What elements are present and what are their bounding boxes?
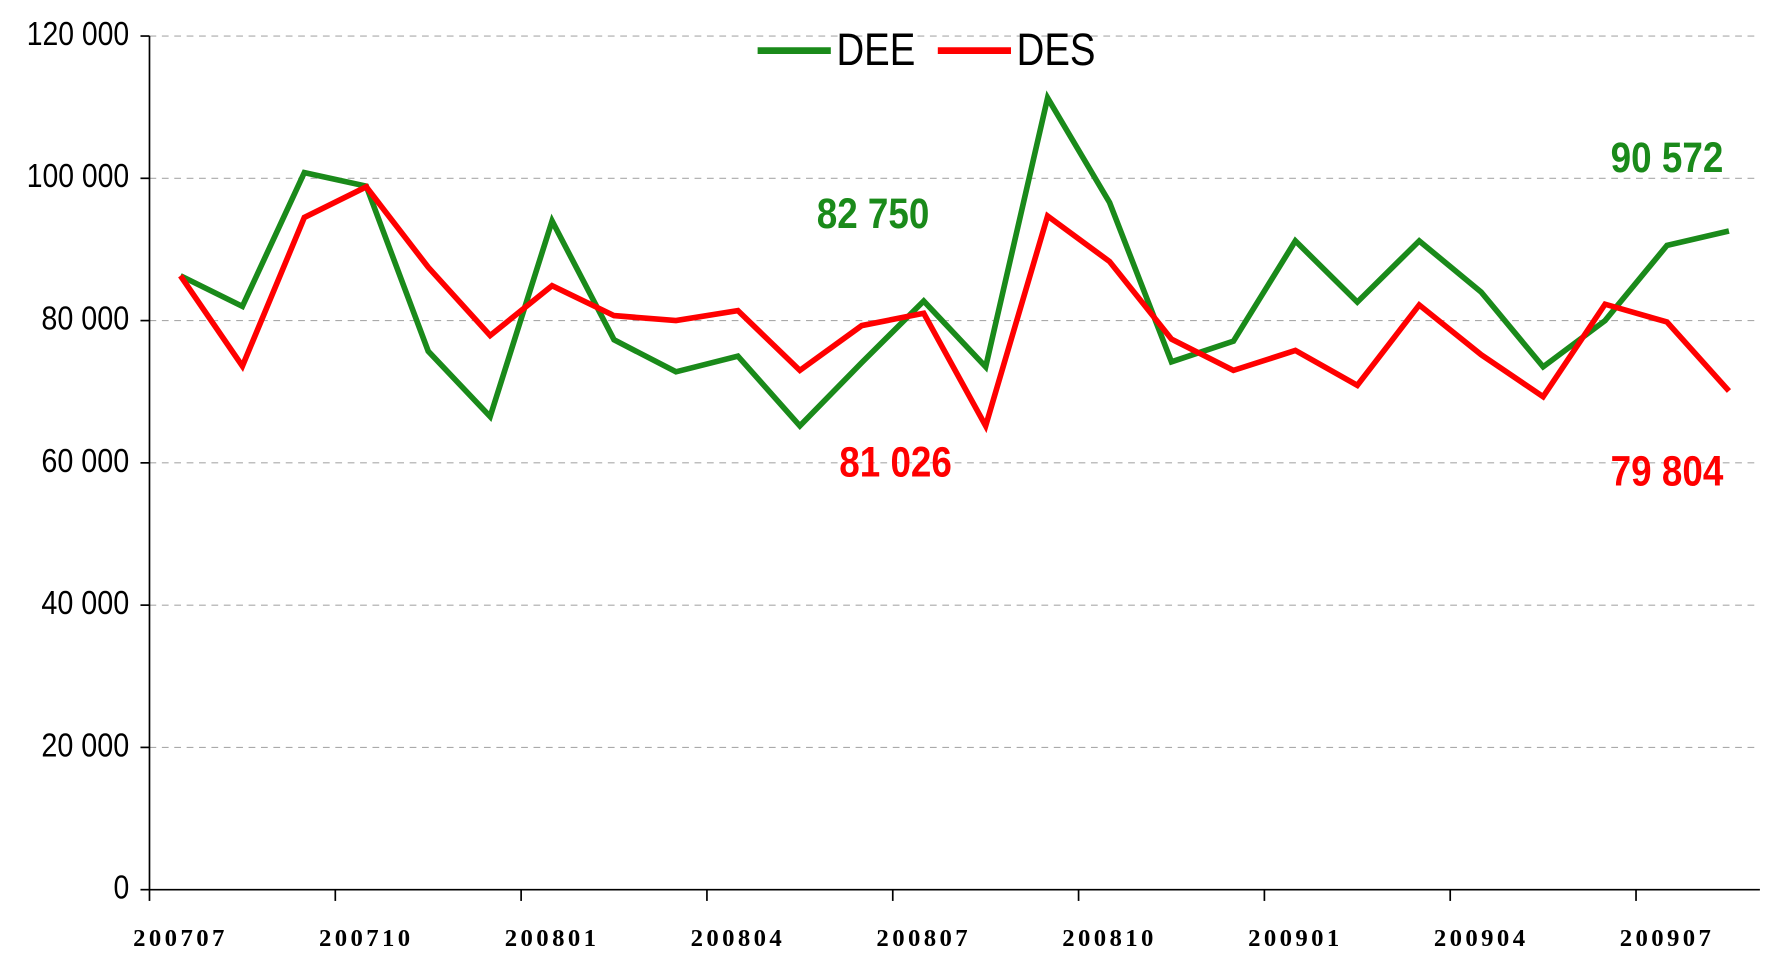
x-tick-label: 200804 (691, 925, 786, 952)
data-label: 79 804 (1611, 447, 1724, 495)
x-tick-label: 200901 (1248, 925, 1343, 952)
y-tick-label: 100 000 (27, 157, 129, 195)
series-line (178, 183, 1732, 434)
y-tick-label: 80 000 (41, 300, 129, 338)
x-tick-label: 200907 (1620, 925, 1715, 952)
x-tick-label: 200707 (133, 925, 228, 952)
data-label: 90 572 (1611, 134, 1724, 182)
y-tick-label: 20 000 (41, 726, 129, 764)
y-tick-label: 40 000 (41, 584, 129, 622)
legend-label: DEE (836, 24, 915, 75)
data-label: 81 026 (839, 439, 952, 487)
x-tick-label: 200710 (319, 925, 414, 952)
data-label: 82 750 (817, 190, 930, 238)
y-tick-label: 60 000 (41, 442, 129, 480)
y-tick-label: 0 (113, 869, 129, 907)
x-tick-label: 200810 (1062, 925, 1157, 952)
y-tick-label: 120 000 (27, 15, 129, 53)
x-tick-label: 200904 (1434, 925, 1529, 952)
x-tick-label: 200807 (876, 925, 971, 952)
legend-label: DES (1017, 24, 1096, 75)
series-line (179, 90, 1730, 430)
x-tick-label: 200801 (505, 925, 600, 952)
